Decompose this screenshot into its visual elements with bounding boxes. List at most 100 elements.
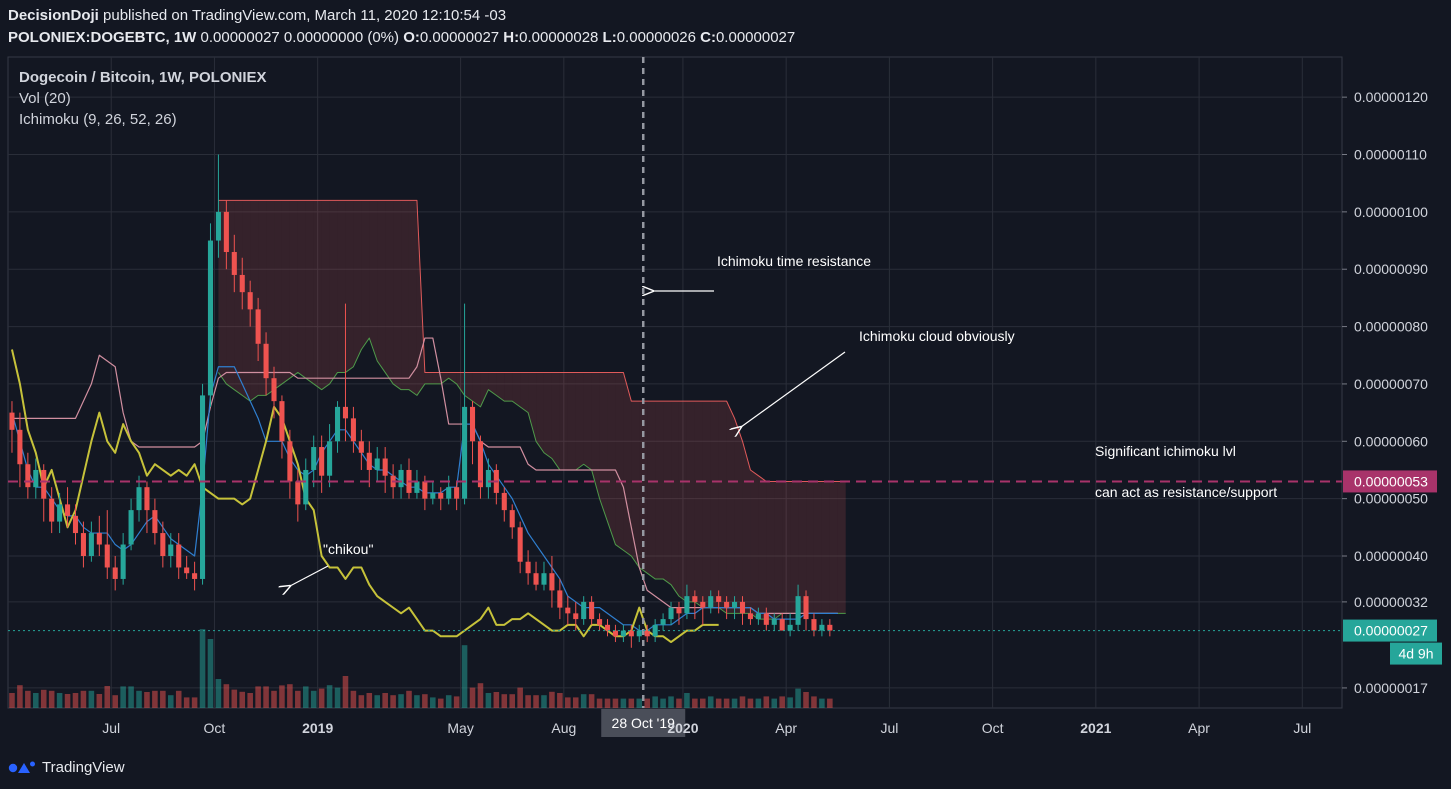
- candle-up: [88, 533, 94, 557]
- time-tick-label: Apr: [1188, 720, 1210, 736]
- cloud-segment-bear: [512, 372, 521, 407]
- time-tick-label: Jul: [1293, 720, 1311, 736]
- annotation-significant: Significant ichimoku lvl: [1095, 443, 1236, 459]
- tradingview-logo[interactable]: TradingView: [8, 756, 125, 778]
- volume-bar: [771, 698, 778, 708]
- volume-bar: [382, 693, 388, 708]
- volume-bar: [231, 689, 238, 708]
- volume-bar: [509, 694, 515, 708]
- volume-bar: [152, 690, 158, 708]
- last-price-label: 0.00000027: [1354, 623, 1428, 639]
- volume-bar: [64, 694, 71, 708]
- volume-bar: [811, 696, 817, 708]
- price-axis[interactable]: 0.00000120 0.00000110 0.00000100 0.00000090…: [1342, 89, 1428, 696]
- volume-bar: [374, 695, 381, 708]
- candle-down: [104, 544, 110, 568]
- cloud-segment-bear: [710, 401, 719, 608]
- candle-down: [49, 498, 55, 522]
- author-name[interactable]: DecisionDoji: [8, 7, 99, 24]
- candle-up: [581, 601, 587, 620]
- candle-down: [692, 596, 698, 602]
- cloud-segment-bear: [821, 481, 830, 614]
- candle-down: [716, 596, 722, 602]
- volume-bar: [485, 693, 492, 708]
- volume-bar: [390, 695, 396, 708]
- cloud-segment-bear: [321, 200, 330, 390]
- price-tick-label: 0.00000050: [1354, 491, 1428, 507]
- candle-down: [350, 418, 356, 442]
- candle-down: [739, 601, 746, 614]
- volume-bar: [827, 698, 833, 708]
- candle-down: [827, 624, 833, 631]
- annotation-cloud: Ichimoku cloud obviously: [859, 328, 1015, 344]
- cloud-segment-bear: [440, 372, 449, 384]
- candle-down: [422, 481, 428, 499]
- cloud-segment-bear: [281, 200, 290, 384]
- candle-down: [358, 441, 364, 453]
- close-label: C:: [700, 29, 716, 46]
- cloud-segment-bear: [393, 200, 402, 390]
- volume-bar: [572, 697, 579, 708]
- candle-down: [263, 343, 269, 379]
- cloud-segment-bear: [480, 372, 489, 407]
- candle-down: [271, 378, 277, 402]
- candle-down: [573, 613, 579, 620]
- overlays: 28 Oct '19 0.00000053 0.00000027 4d 9h: [8, 57, 1442, 737]
- cloud-segment-bear: [551, 372, 560, 470]
- chart-header: DecisionDoji published on TradingView.co…: [8, 0, 1448, 50]
- candle-up: [708, 596, 714, 608]
- candle-up: [636, 630, 642, 637]
- candle-down: [239, 274, 245, 293]
- cloud-segment-bear: [678, 401, 687, 602]
- cloud-segment-bear: [806, 481, 814, 614]
- candle-down: [366, 452, 372, 470]
- candle-down: [382, 458, 388, 476]
- volume-bar: [56, 693, 63, 708]
- volume-bar: [136, 690, 142, 708]
- volume-bar: [279, 685, 285, 708]
- volume-bar: [350, 690, 357, 708]
- plot-area[interactable]: [7, 56, 1343, 709]
- time-tick-label: Jul: [102, 720, 120, 736]
- cloud-segment-bear: [377, 200, 386, 373]
- cloud-segment-bear: [813, 481, 822, 614]
- cloud-segment-bear: [782, 481, 791, 614]
- volume-bar: [263, 686, 269, 708]
- volume-bar: [25, 690, 31, 708]
- volume-bar: [207, 639, 214, 708]
- cloud-segment-bear: [305, 200, 314, 384]
- cloud-segment-bear: [361, 200, 370, 350]
- candle-up: [168, 544, 174, 557]
- time-axis[interactable]: Jul Oct 2019 May Aug 2020 Apr Jul Oct 2021 Apr Jul: [102, 720, 1311, 736]
- candle-down: [279, 401, 285, 442]
- volume-bar: [112, 695, 118, 708]
- candle-down: [604, 624, 611, 631]
- volume-bar: [358, 695, 365, 708]
- cloud-segment-bear: [297, 200, 306, 379]
- cloud-segment-bear: [591, 372, 600, 499]
- price-tick-label: 0.00000120: [1354, 89, 1428, 105]
- time-tick-label: 2019: [302, 720, 333, 736]
- legend-vol[interactable]: Vol (20): [19, 90, 71, 107]
- volume-bar: [453, 696, 460, 708]
- volume-bar: [612, 698, 619, 708]
- time-tick-label: 2021: [1080, 720, 1111, 736]
- time-tick-label: May: [447, 720, 473, 736]
- price-tick-label: 0.00000070: [1354, 376, 1428, 392]
- volume-bar: [700, 698, 706, 708]
- volume-bar: [803, 692, 809, 708]
- cloud-segment-bear: [686, 401, 695, 602]
- candle-up: [787, 624, 793, 631]
- close-value: 0.00000027: [715, 29, 796, 46]
- volume-bar: [120, 686, 126, 708]
- cloud-segment-bear: [345, 200, 354, 373]
- volume-bar: [580, 694, 587, 708]
- volume-bar: [787, 697, 793, 708]
- cloud-segment-bear: [250, 200, 259, 402]
- volume-bar: [40, 689, 47, 708]
- cloud-segment-bear: [694, 401, 703, 608]
- legend-ichimoku[interactable]: Ichimoku (9, 26, 52, 26): [19, 111, 177, 128]
- candle-up: [414, 481, 420, 493]
- candle-down: [589, 601, 595, 620]
